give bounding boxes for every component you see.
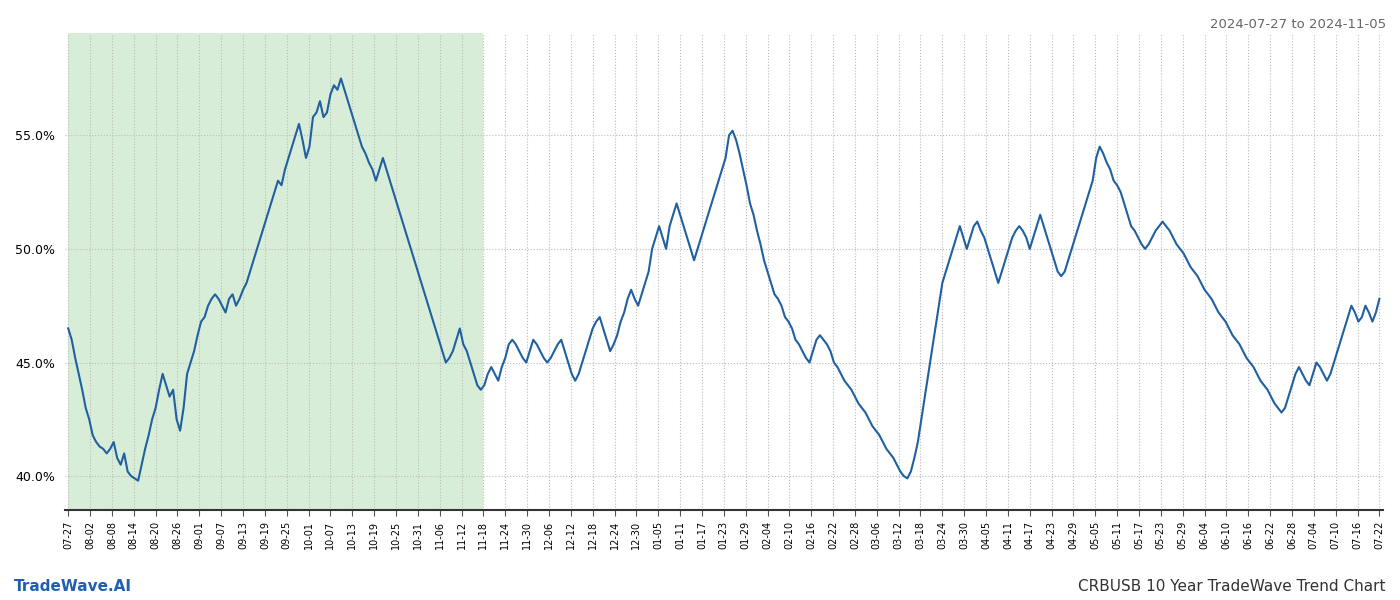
Text: TradeWave.AI: TradeWave.AI [14, 579, 132, 594]
Text: CRBUSB 10 Year TradeWave Trend Chart: CRBUSB 10 Year TradeWave Trend Chart [1078, 579, 1386, 594]
Bar [69, 33, 483, 510]
Text: 2024-07-27 to 2024-11-05: 2024-07-27 to 2024-11-05 [1210, 18, 1386, 31]
